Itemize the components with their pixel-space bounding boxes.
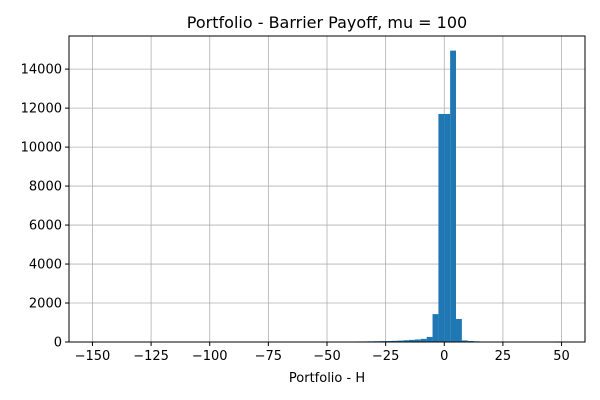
histogram-bar	[432, 314, 439, 342]
x-tick-label: 0	[440, 349, 448, 364]
histogram-bar	[397, 340, 404, 342]
histogram-bar	[450, 50, 456, 343]
y-tick-label: 2000	[29, 297, 62, 312]
x-axis-label: Portfolio - H	[289, 371, 365, 386]
grid-lines	[69, 36, 585, 343]
histogram-bar	[456, 319, 462, 342]
y-axis-ticks: 0 2000 4000 6000 8000 10000 12000 14000	[21, 63, 69, 351]
histogram-bar	[403, 340, 410, 342]
histogram-bar	[438, 113, 445, 342]
histogram-bar	[420, 338, 427, 342]
x-tick-label: −75	[255, 349, 282, 364]
histogram-bar	[461, 340, 468, 342]
y-tick-label: 8000	[29, 180, 62, 195]
histogram-bar	[426, 336, 433, 342]
histogram-bar	[444, 113, 451, 342]
y-tick-label: 14000	[21, 63, 62, 78]
x-tick-label: 25	[495, 349, 512, 364]
x-tick-label: −125	[133, 349, 169, 364]
chart-title: Portfolio - Barrier Payoff, mu = 100	[187, 13, 467, 32]
histogram-bar	[409, 339, 415, 342]
x-axis-ticks: −150 −125 −100 −75 −50 −25 0 25 50	[75, 342, 570, 364]
x-tick-label: −150	[75, 349, 111, 364]
x-tick-label: 50	[553, 349, 570, 364]
histogram-bar	[391, 340, 398, 342]
y-tick-label: 4000	[29, 258, 62, 273]
x-tick-label: −100	[192, 349, 228, 364]
y-tick-label: 10000	[21, 141, 62, 156]
x-tick-label: −50	[313, 349, 340, 364]
y-tick-label: 0	[54, 336, 62, 351]
y-tick-label: 12000	[21, 102, 62, 117]
histogram-bar	[414, 339, 421, 342]
x-tick-label: −25	[372, 349, 399, 364]
y-tick-label: 6000	[29, 219, 62, 234]
